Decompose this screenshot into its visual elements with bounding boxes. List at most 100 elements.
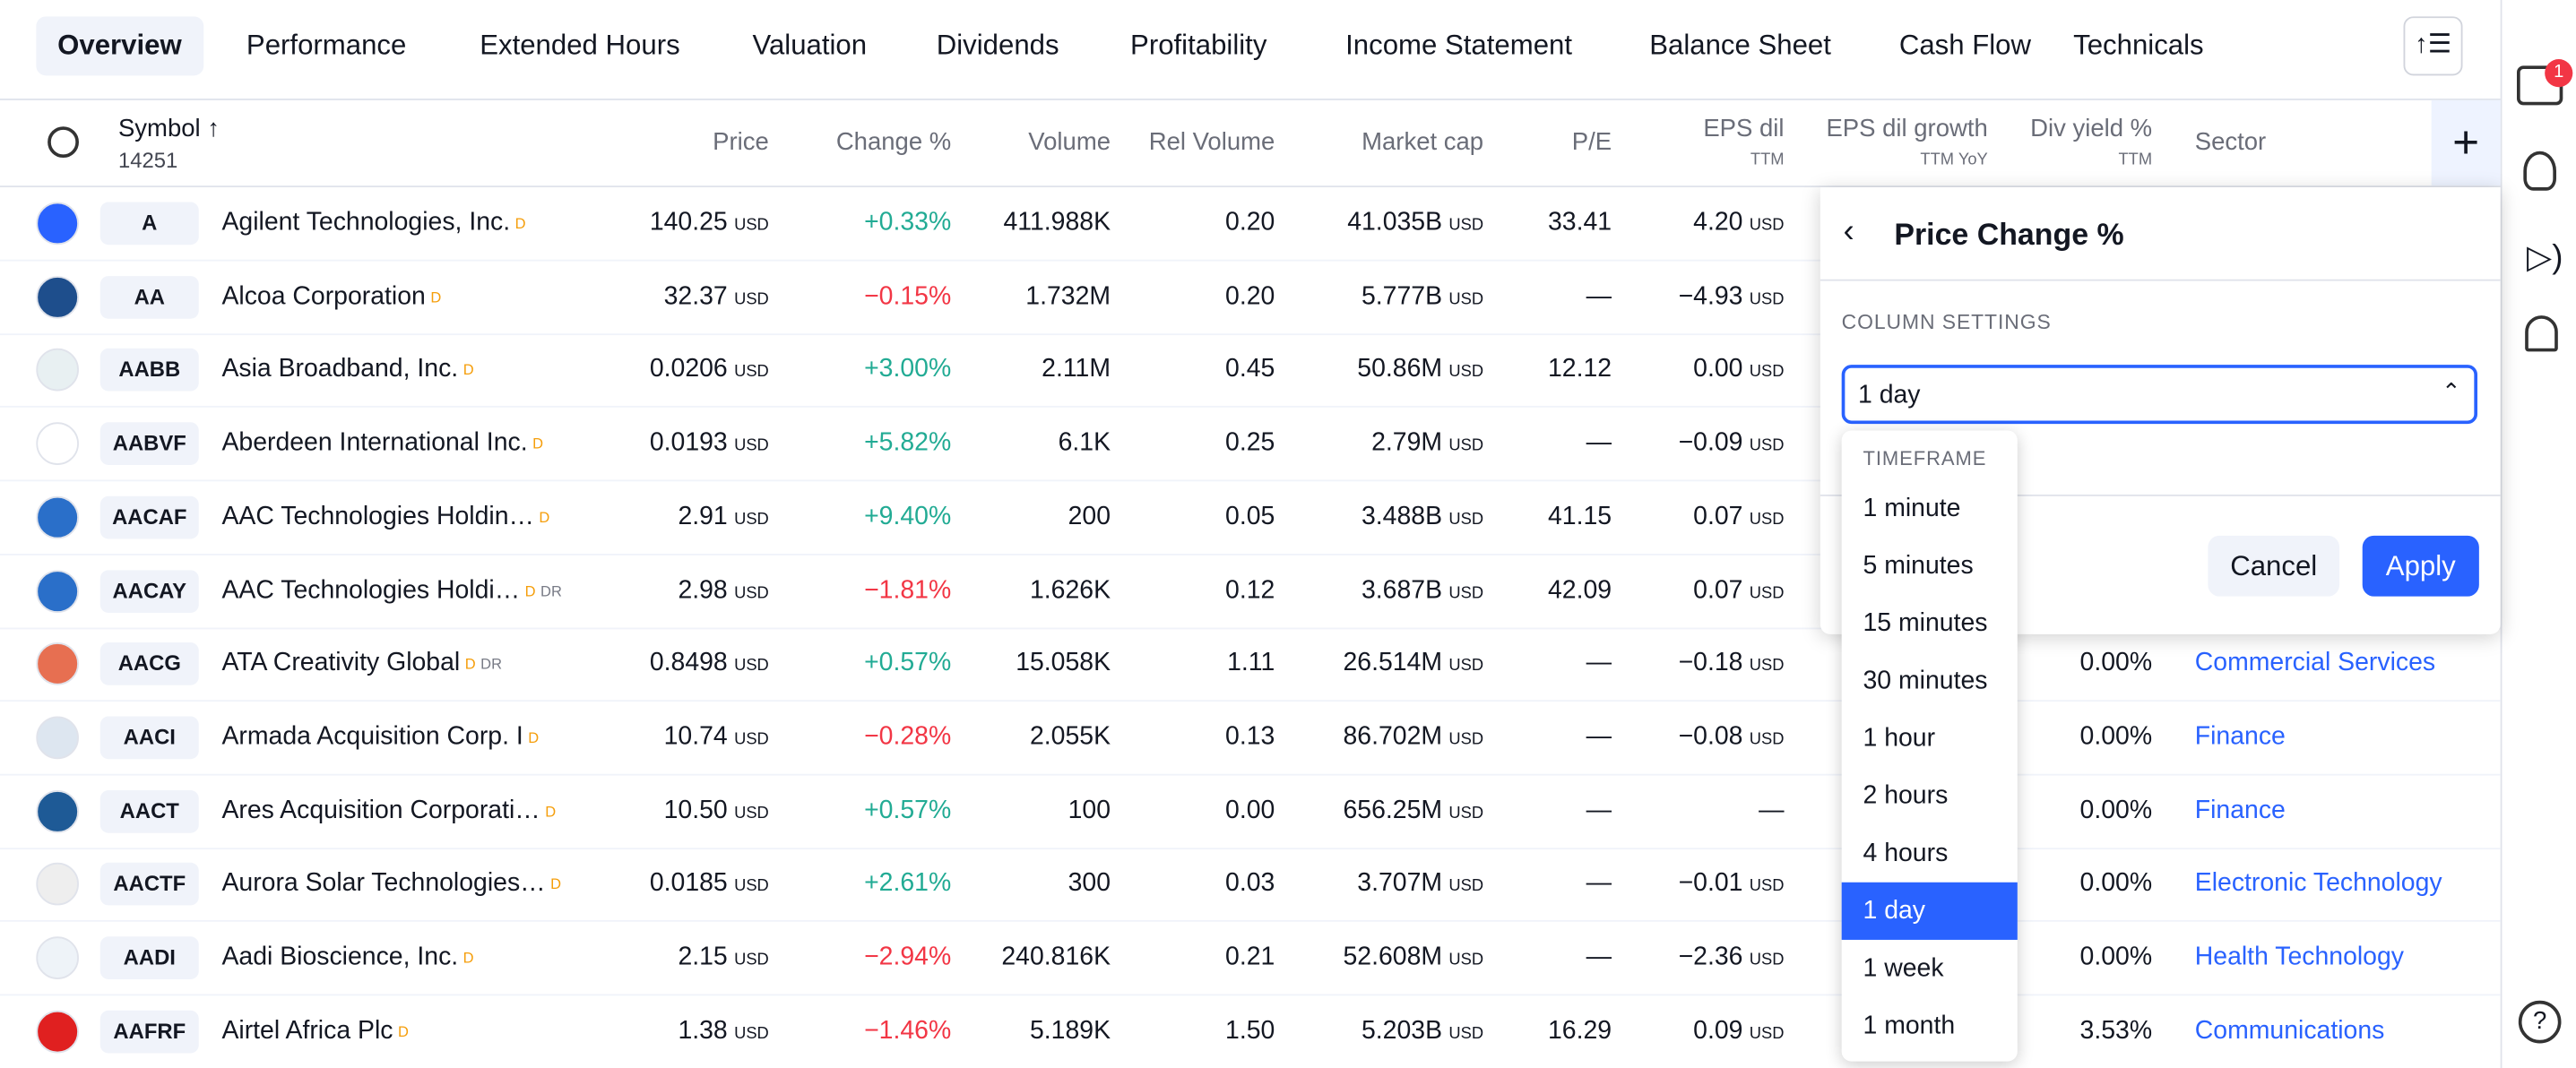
name-text[interactable]: Ares Acquisition Corporati…	[221, 796, 540, 824]
symbol[interactable]: AADI	[99, 936, 199, 979]
column-header[interactable]: EPS dil growth	[1826, 115, 1988, 143]
tab[interactable]: Balance Sheet	[1649, 30, 1831, 61]
sector-link[interactable]: Communications	[2194, 1016, 2385, 1045]
currency: USD	[734, 804, 769, 823]
rel-volume-cell: 0.13	[1225, 721, 1275, 754]
column-header[interactable]: P/E	[1571, 128, 1612, 157]
symbol[interactable]: AACTF	[99, 863, 199, 906]
symbol[interactable]: AACG	[99, 642, 199, 686]
tab[interactable]: Cash Flow	[1898, 30, 2032, 61]
volume-cell: 300	[1068, 868, 1111, 901]
symbol-header[interactable]: Symbol ↑	[117, 115, 220, 143]
search-icon[interactable]	[48, 126, 79, 159]
cancel-button[interactable]: Cancel	[2208, 535, 2340, 597]
timeframe-option[interactable]: 1 minute	[1863, 494, 1961, 523]
timeframe-option[interactable]: 15 minutes	[1863, 609, 1988, 638]
ideas-icon[interactable]	[2523, 151, 2556, 191]
timeframe-option[interactable]: 1 month	[1863, 1012, 1956, 1040]
sidebar-border	[2500, 0, 2503, 1068]
symbol[interactable]: AAFRF	[99, 1010, 199, 1053]
table-row[interactable]	[0, 775, 2501, 849]
tab[interactable]: Valuation	[752, 30, 868, 61]
value: 656.25M	[1343, 796, 1443, 824]
column-header[interactable]: Sector	[2194, 128, 2267, 157]
table-row[interactable]	[0, 187, 2501, 262]
symbol[interactable]: AACI	[99, 716, 199, 760]
timeframe-select[interactable]: 1 day ⌃	[1841, 365, 2478, 425]
currency: USD	[1749, 583, 1785, 603]
tab[interactable]: Overview	[36, 16, 203, 76]
name-text[interactable]: ATA Creativity Global	[221, 649, 461, 677]
currency: USD	[1448, 804, 1484, 823]
tab[interactable]: Technicals	[2073, 30, 2204, 61]
column-header[interactable]: Div yield %	[2030, 115, 2153, 143]
back-button[interactable]: ‹	[1843, 213, 1854, 250]
sector-link[interactable]: Health Technology	[2194, 943, 2404, 971]
badge: D	[532, 435, 544, 452]
symbol[interactable]: AACT	[99, 789, 199, 832]
currency: USD	[734, 363, 769, 383]
table-row[interactable]	[0, 628, 2501, 702]
timeframe-option[interactable]: 4 hours	[1863, 840, 1949, 868]
stream-icon[interactable]: ▷)	[2527, 239, 2563, 277]
tab[interactable]: Performance	[246, 30, 407, 61]
sort-button[interactable]: ↑☰	[2403, 16, 2463, 76]
table-row[interactable]	[0, 922, 2501, 996]
div-yield-cell: 0.00%	[2080, 795, 2153, 828]
timeframe-option[interactable]: 1 hour	[1863, 724, 1936, 753]
name-text[interactable]: Aurora Solar Technologies…	[221, 869, 546, 898]
alerts-icon[interactable]	[2525, 315, 2558, 352]
table-row[interactable]	[0, 334, 2501, 409]
timeframe-option[interactable]: 1 day	[1841, 882, 2018, 940]
timeframe-option[interactable]: 5 minutes	[1863, 552, 1974, 581]
name-text[interactable]: Aberdeen International Inc.	[221, 428, 528, 457]
sector-link[interactable]: Finance	[2194, 722, 2286, 751]
symbol[interactable]: AACAY	[99, 569, 199, 613]
value: 41.15	[1547, 502, 1612, 530]
column-header[interactable]: Rel Volume	[1148, 128, 1275, 157]
name-text[interactable]: AAC Technologies Holdin…	[221, 502, 534, 530]
tab[interactable]: Extended Hours	[480, 30, 680, 61]
table-row[interactable]	[0, 261, 2501, 335]
timeframe-option[interactable]: 30 minutes	[1863, 667, 1988, 695]
add-column-button[interactable]: +	[2431, 99, 2501, 186]
symbol[interactable]: A	[99, 202, 199, 245]
column-header[interactable]: EPS dil	[1703, 115, 1785, 143]
help-icon[interactable]: ?	[2518, 1000, 2562, 1044]
name-text[interactable]: AAC Technologies Holdi…	[221, 575, 521, 604]
name-text[interactable]: Alcoa Corporation	[221, 281, 426, 311]
timeframe-option[interactable]: 1 week	[1863, 954, 1944, 983]
price-cell: 0.8498 USD	[650, 648, 769, 684]
value: —	[1586, 869, 1612, 898]
tab[interactable]: Dividends	[936, 30, 1059, 61]
symbol[interactable]: AA	[99, 275, 199, 319]
sector-link[interactable]: Commercial Services	[2194, 649, 2436, 677]
company-name: AAC Technologies Holdin… D	[221, 501, 549, 534]
column-header[interactable]: Market cap	[1361, 128, 1484, 157]
name-text[interactable]: Aadi Bioscience, Inc.	[221, 943, 459, 971]
table-row[interactable]	[0, 848, 2501, 923]
name-text[interactable]: Agilent Technologies, Inc.	[221, 208, 511, 237]
sector-link[interactable]: Electronic Technology	[2194, 869, 2442, 898]
column-header[interactable]: Change %	[835, 128, 952, 157]
tab[interactable]: Income Statement	[1345, 30, 1573, 61]
div-yield-cell: 0.00%	[2080, 721, 2153, 754]
tab[interactable]: Profitability	[1130, 30, 1267, 61]
table-row[interactable]	[0, 481, 2501, 556]
logo	[36, 349, 79, 392]
column-header[interactable]: Price	[713, 128, 769, 157]
name-text[interactable]: Armada Acquisition Corp. I	[221, 722, 523, 751]
timeframe-option[interactable]: 2 hours	[1863, 781, 1949, 811]
name-text[interactable]: Airtel Africa Plc	[221, 1016, 393, 1045]
symbol[interactable]: AABB	[99, 349, 199, 392]
table-row[interactable]	[0, 702, 2501, 776]
apply-button[interactable]: Apply	[2362, 535, 2479, 597]
column-header[interactable]: Volume	[1028, 128, 1111, 157]
table-row[interactable]	[0, 555, 2501, 629]
symbol[interactable]: AABVF	[99, 422, 199, 466]
symbol[interactable]: AACAF	[99, 495, 199, 539]
select-value: 1 day	[1858, 381, 1921, 409]
table-row[interactable]	[0, 408, 2501, 482]
sector-link[interactable]: Finance	[2194, 796, 2286, 824]
name-text[interactable]: Asia Broadband, Inc.	[221, 355, 459, 383]
